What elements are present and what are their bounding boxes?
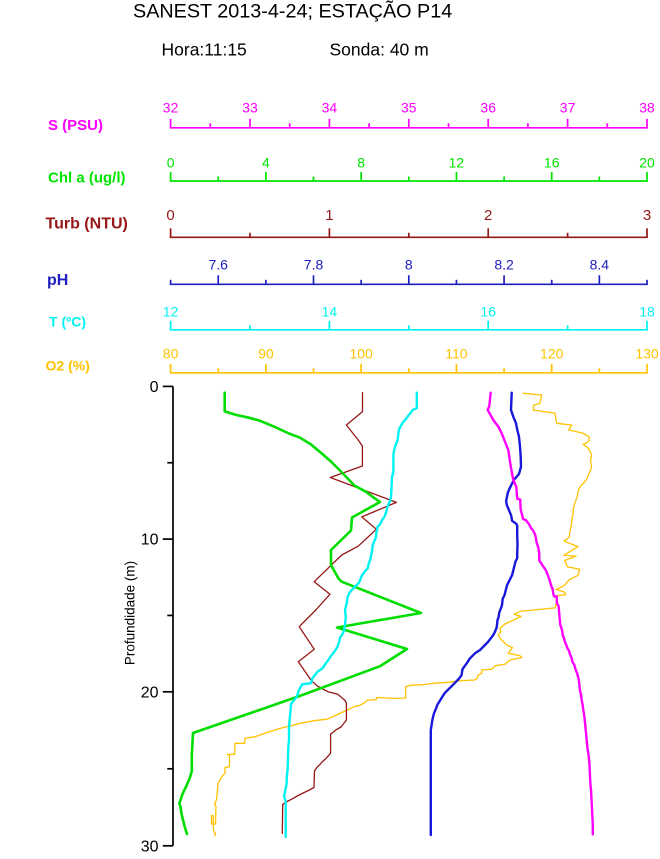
svg-text:0: 0	[166, 207, 174, 224]
svg-text:8: 8	[405, 256, 413, 272]
svg-text:16: 16	[544, 155, 560, 171]
svg-text:8.2: 8.2	[494, 256, 514, 272]
svg-text:Sonda: 40 m: Sonda: 40 m	[330, 40, 429, 60]
svg-text:pH: pH	[47, 272, 68, 289]
svg-text:10: 10	[141, 532, 159, 549]
svg-text:20: 20	[639, 155, 655, 171]
svg-text:20: 20	[141, 684, 159, 701]
svg-text:120: 120	[540, 345, 564, 361]
svg-text:12: 12	[449, 155, 465, 171]
svg-text:3: 3	[643, 207, 651, 224]
svg-text:O2 (%): O2 (%)	[46, 357, 90, 373]
svg-text:Hora:11:15: Hora:11:15	[162, 40, 247, 60]
svg-text:S (PSU): S (PSU)	[48, 117, 103, 134]
svg-text:33: 33	[242, 99, 258, 115]
svg-text:Chl a (ug/l): Chl a (ug/l)	[48, 170, 126, 187]
svg-text:Turb (NTU): Turb (NTU)	[46, 215, 128, 232]
svg-text:14: 14	[322, 303, 338, 319]
svg-text:36: 36	[480, 99, 496, 115]
svg-text:30: 30	[141, 838, 159, 854]
svg-text:90: 90	[258, 345, 274, 361]
svg-text:SANEST 2013-4-24; ESTAÇÃO P14: SANEST 2013-4-24; ESTAÇÃO P14	[133, 0, 452, 23]
svg-text:110: 110	[445, 345, 468, 361]
svg-text:16: 16	[480, 303, 496, 319]
svg-text:T (ºC): T (ºC)	[49, 313, 86, 329]
svg-text:0: 0	[167, 155, 175, 171]
svg-text:34: 34	[322, 99, 338, 115]
svg-text:7.6: 7.6	[209, 256, 229, 272]
svg-text:4: 4	[262, 155, 270, 171]
svg-text:2: 2	[484, 207, 492, 224]
svg-text:37: 37	[560, 99, 576, 115]
svg-text:80: 80	[163, 345, 179, 361]
svg-text:7.8: 7.8	[304, 256, 324, 272]
svg-text:1: 1	[325, 207, 333, 224]
svg-text:32: 32	[163, 99, 179, 115]
svg-text:35: 35	[401, 99, 417, 115]
svg-text:38: 38	[639, 99, 655, 115]
svg-text:18: 18	[639, 303, 655, 319]
svg-text:100: 100	[349, 345, 373, 361]
svg-text:130: 130	[635, 345, 659, 361]
svg-text:8.4: 8.4	[590, 256, 610, 272]
svg-text:0: 0	[150, 379, 159, 396]
svg-text:8: 8	[357, 155, 365, 171]
svg-text:12: 12	[163, 303, 179, 319]
svg-text:Profundidade (m): Profundidade (m)	[123, 561, 138, 665]
